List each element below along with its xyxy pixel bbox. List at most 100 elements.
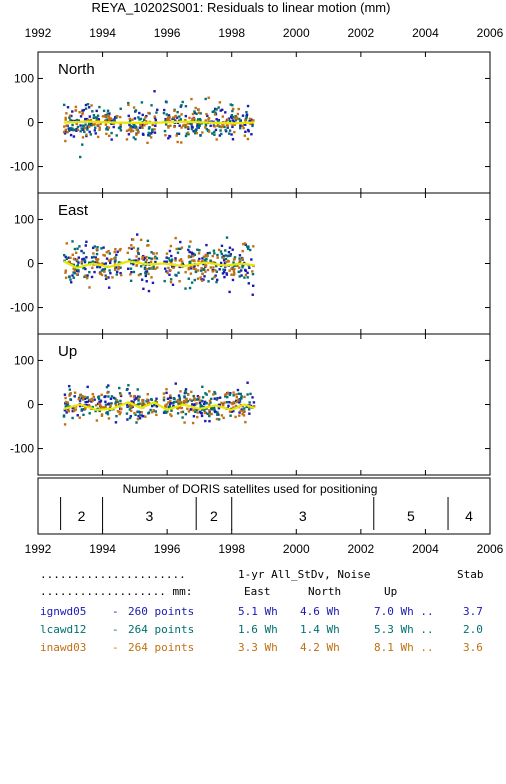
- data-point: [83, 407, 87, 410]
- data-point: [147, 131, 150, 135]
- data-point: [177, 247, 180, 251]
- data-point: [155, 252, 158, 255]
- data-point: [75, 273, 79, 276]
- data-point: [248, 406, 251, 409]
- data-point: [232, 400, 235, 404]
- data-point: [147, 289, 151, 293]
- legend-header-stab: Stab: [457, 568, 484, 581]
- data-point: [238, 257, 241, 260]
- data-point: [156, 266, 159, 269]
- data-point: [82, 108, 85, 112]
- data-point: [251, 293, 254, 296]
- data-point: [186, 407, 189, 410]
- data-point: [195, 131, 198, 135]
- data-point: [90, 124, 93, 127]
- data-point: [184, 391, 188, 395]
- data-point: [235, 400, 239, 404]
- data-point: [239, 409, 242, 413]
- data-point: [71, 406, 74, 410]
- data-point: [240, 274, 243, 277]
- data-point: [135, 264, 138, 267]
- data-point: [137, 399, 140, 402]
- data-point: [119, 271, 122, 275]
- data-point: [141, 404, 144, 407]
- data-point: [77, 256, 81, 259]
- data-point: [204, 270, 207, 273]
- series-dash: -: [112, 605, 119, 618]
- data-point: [193, 278, 197, 282]
- data-point: [184, 134, 188, 138]
- data-point: [150, 132, 153, 135]
- data-point: [221, 272, 225, 275]
- data-point: [211, 110, 214, 114]
- data-point: [176, 110, 179, 114]
- data-point: [83, 395, 86, 399]
- data-point: [168, 135, 172, 138]
- data-point: [151, 404, 154, 408]
- data-point: [169, 401, 172, 405]
- data-point: [95, 258, 98, 261]
- data-point: [167, 124, 170, 128]
- data-point: [237, 398, 240, 402]
- data-point: [85, 240, 88, 244]
- data-point: [155, 111, 158, 114]
- data-point: [132, 123, 135, 126]
- data-point: [95, 119, 98, 122]
- y-tick-label: 0: [27, 116, 34, 130]
- data-point: [176, 398, 180, 402]
- data-point: [90, 275, 94, 279]
- data-point: [177, 132, 181, 136]
- data-point: [199, 405, 202, 408]
- data-point: [236, 388, 240, 392]
- data-point: [215, 138, 218, 141]
- data-point: [203, 258, 207, 262]
- data-point: [147, 133, 150, 137]
- data-point: [146, 398, 149, 401]
- data-point: [210, 412, 213, 416]
- data-point: [175, 134, 178, 137]
- data-point: [94, 409, 97, 413]
- x-tick-label-top: 1994: [89, 26, 116, 40]
- data-point: [132, 259, 135, 262]
- data-point: [97, 397, 101, 401]
- data-point: [119, 393, 122, 396]
- data-point: [143, 403, 146, 406]
- data-point: [70, 281, 73, 284]
- data-point: [66, 106, 70, 109]
- data-point: [217, 403, 221, 407]
- data-point: [200, 414, 204, 418]
- data-point: [199, 112, 202, 115]
- data-point: [118, 392, 122, 395]
- data-point: [220, 401, 223, 405]
- data-point: [68, 116, 71, 119]
- x-tick-label-bottom: 1998: [218, 542, 245, 556]
- data-point: [241, 412, 244, 416]
- data-point: [216, 411, 219, 414]
- data-point: [75, 129, 78, 133]
- data-point: [108, 252, 111, 255]
- data-point: [63, 393, 67, 396]
- data-point: [90, 256, 94, 259]
- data-point: [143, 118, 146, 121]
- data-point: [216, 256, 219, 259]
- data-point: [82, 125, 86, 128]
- data-point: [219, 261, 223, 265]
- data-point: [108, 269, 111, 272]
- data-point: [238, 266, 241, 269]
- data-point: [88, 130, 91, 134]
- data-point: [224, 111, 227, 114]
- data-point: [72, 271, 75, 274]
- data-point: [151, 123, 154, 127]
- data-point: [104, 405, 107, 409]
- data-point: [188, 398, 192, 401]
- data-point: [114, 403, 118, 407]
- data-point: [205, 112, 208, 116]
- data-point: [84, 401, 87, 404]
- data-point: [232, 391, 235, 394]
- data-point: [204, 124, 208, 127]
- data-point: [137, 397, 140, 400]
- data-point: [110, 402, 113, 405]
- data-point: [168, 396, 172, 399]
- data-point: [128, 258, 131, 261]
- data-point: [171, 283, 175, 287]
